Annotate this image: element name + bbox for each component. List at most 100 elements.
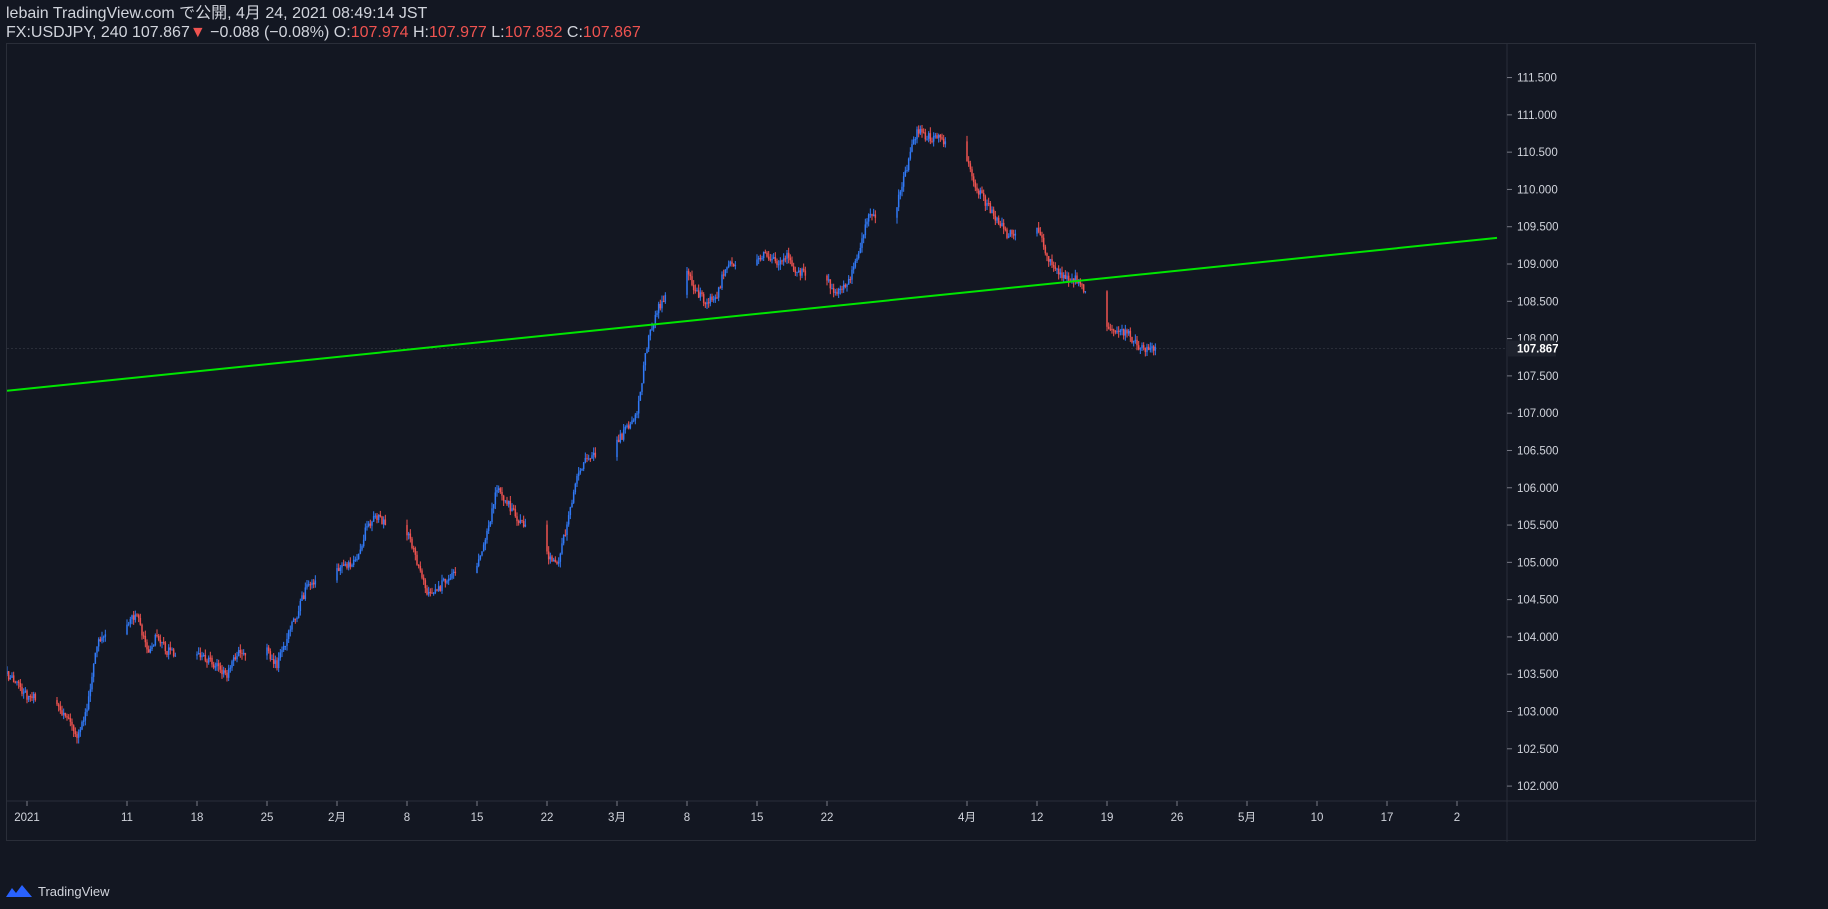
candle-body [406, 525, 408, 536]
candle-body [786, 252, 788, 259]
candle-body [62, 712, 65, 715]
candle-body [1137, 345, 1140, 350]
candle-body [126, 624, 128, 635]
candle-body [1002, 222, 1005, 229]
candle-body [941, 137, 943, 139]
candle-body [589, 458, 592, 460]
candle-body [977, 190, 980, 195]
candle-body [571, 502, 573, 508]
candle-body [549, 556, 552, 560]
candle-body [271, 659, 273, 661]
candle-body [17, 681, 20, 683]
x-tick-label: 2月 [328, 812, 346, 824]
candle-body [507, 500, 510, 505]
x-tick-label: 22 [821, 812, 834, 824]
candle-body [944, 141, 947, 145]
candle-body [7, 671, 8, 675]
candle-body [64, 712, 67, 717]
candle-body [852, 266, 855, 270]
candle-body [99, 639, 102, 642]
candle-body [1042, 237, 1045, 247]
candle-body [31, 696, 33, 699]
candle-body [91, 676, 93, 690]
candle-body [489, 521, 492, 526]
candle-body [436, 589, 438, 591]
candle-body [1112, 329, 1115, 331]
candle-body [1142, 345, 1145, 348]
candle-body [12, 675, 15, 683]
candle-body [782, 258, 785, 262]
candle-body [854, 261, 857, 267]
candle-body [1107, 326, 1110, 329]
candle-body [691, 276, 693, 286]
candle-body [411, 538, 413, 549]
candle-body [277, 658, 280, 669]
candle-body [567, 515, 570, 525]
x-tick-label: 11 [121, 812, 133, 824]
candle-body [694, 290, 697, 292]
candle-body [206, 660, 208, 663]
candle-body [447, 578, 450, 582]
candle-body [622, 429, 625, 440]
candle-body [496, 490, 498, 493]
candle-body [712, 299, 715, 301]
candle-body [932, 136, 935, 142]
candle-body [222, 670, 225, 675]
tradingview-logo-icon[interactable] [6, 884, 32, 898]
candle-body [1049, 259, 1052, 262]
candle-body [1061, 272, 1063, 278]
symbol-label[interactable]: FX:USDJPY, 240 [6, 24, 128, 41]
candle-body [721, 274, 723, 289]
candle-body [422, 577, 425, 581]
candle-body [859, 247, 862, 254]
candle-body [1004, 228, 1007, 230]
candle-body [726, 267, 728, 270]
candle-body [827, 279, 830, 281]
candle-body [336, 568, 338, 581]
candle-body [897, 194, 900, 208]
candle-body [149, 649, 152, 653]
candle-body [929, 133, 932, 141]
chart-pane[interactable]: 102.000 102.500 103.000 103.500 104.000 104.5… [6, 43, 1757, 842]
candle-body [627, 425, 630, 429]
candle-body [72, 725, 75, 732]
candle-body [479, 555, 482, 560]
candle-body [379, 514, 382, 517]
x-tick-label: 10 [1311, 812, 1324, 824]
candle-body [774, 257, 777, 262]
candle-body [204, 654, 207, 661]
candle-body [347, 562, 350, 568]
candle-body [1044, 246, 1047, 254]
candle-body [777, 264, 780, 266]
price-chart[interactable]: 102.000 102.500 103.000 103.500 104.000 104.5… [7, 44, 1757, 842]
candle-body [966, 141, 968, 162]
candle-body [696, 290, 698, 292]
x-tick-label: 25 [261, 812, 274, 824]
candle-body [657, 303, 660, 314]
candle-body [159, 639, 162, 644]
candle-body [1074, 275, 1077, 282]
candle-body [442, 578, 445, 581]
candle-body [632, 420, 635, 422]
candle-body [731, 261, 733, 264]
candle-body [564, 534, 567, 536]
candle-body [826, 275, 828, 281]
candle-body [286, 639, 288, 646]
candle-body [649, 329, 652, 336]
candle-body [637, 400, 640, 414]
candle-body [697, 290, 700, 298]
candle-body [236, 656, 238, 660]
candle-body [942, 138, 945, 145]
x-tick-label: 2021 [14, 812, 40, 824]
close-label: C: [566, 24, 583, 41]
brand-name[interactable]: TradingView [38, 883, 110, 899]
candle-body [337, 568, 340, 571]
candle-body [562, 534, 565, 544]
candle-body [584, 457, 587, 463]
candle-body [144, 635, 147, 643]
candle-body [512, 508, 515, 510]
candle-body [151, 646, 153, 650]
candle-body [229, 667, 232, 669]
candle-body [86, 709, 88, 713]
candle-body [906, 170, 908, 172]
